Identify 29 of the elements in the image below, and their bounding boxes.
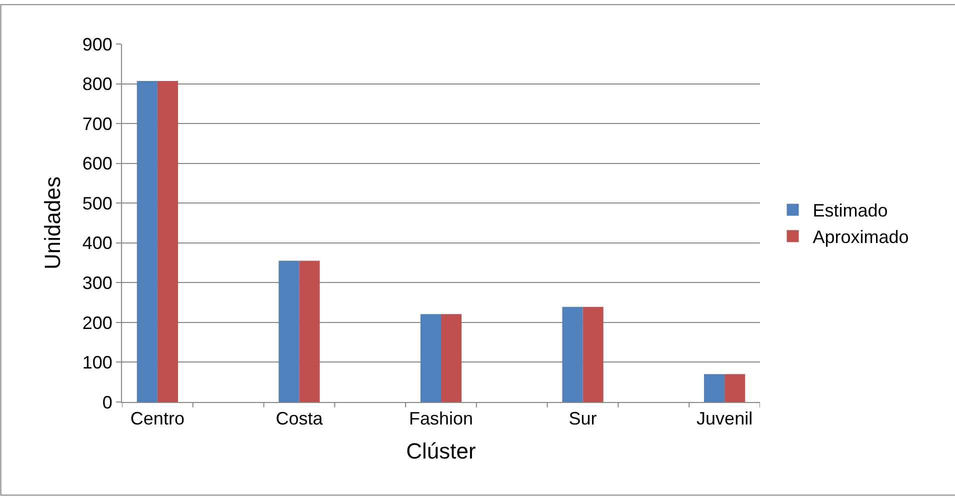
y-axis-title: Unidades <box>40 176 66 270</box>
bar <box>562 306 583 402</box>
y-tick-label: 500 <box>82 193 112 214</box>
y-tick-label: 900 <box>82 34 112 54</box>
x-tick-label: Sur <box>568 408 597 429</box>
y-tick-label: 400 <box>82 233 112 254</box>
y-tick-label: 700 <box>82 114 112 134</box>
x-tick-label: Fashion <box>408 408 474 429</box>
bar <box>136 80 158 402</box>
y-tick-label: 600 <box>82 154 112 174</box>
y-tick-label: 100 <box>82 352 112 373</box>
legend-label: Aproximado <box>812 227 909 248</box>
bar <box>420 314 441 402</box>
bar <box>441 314 462 402</box>
bar <box>278 260 300 402</box>
y-tick-label: 300 <box>82 272 112 293</box>
bar <box>157 80 178 402</box>
bar <box>704 374 725 402</box>
x-tick-label: Juvenil <box>696 408 753 429</box>
x-tick-label: Centro <box>130 408 184 429</box>
x-tick-label: Costa <box>276 408 324 429</box>
bar <box>724 374 746 402</box>
bar <box>299 260 320 402</box>
y-tick-label: 200 <box>82 312 112 333</box>
y-tick-label: 800 <box>82 74 112 94</box>
legend-label: Estimado <box>812 200 888 221</box>
bar <box>582 306 604 402</box>
y-tick-label: 0 <box>102 392 112 412</box>
x-axis-title: Clúster <box>406 438 476 464</box>
